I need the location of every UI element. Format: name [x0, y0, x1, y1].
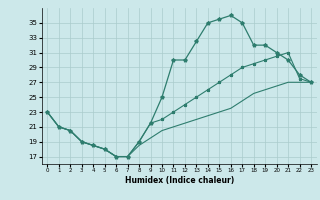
- X-axis label: Humidex (Indice chaleur): Humidex (Indice chaleur): [124, 176, 234, 185]
